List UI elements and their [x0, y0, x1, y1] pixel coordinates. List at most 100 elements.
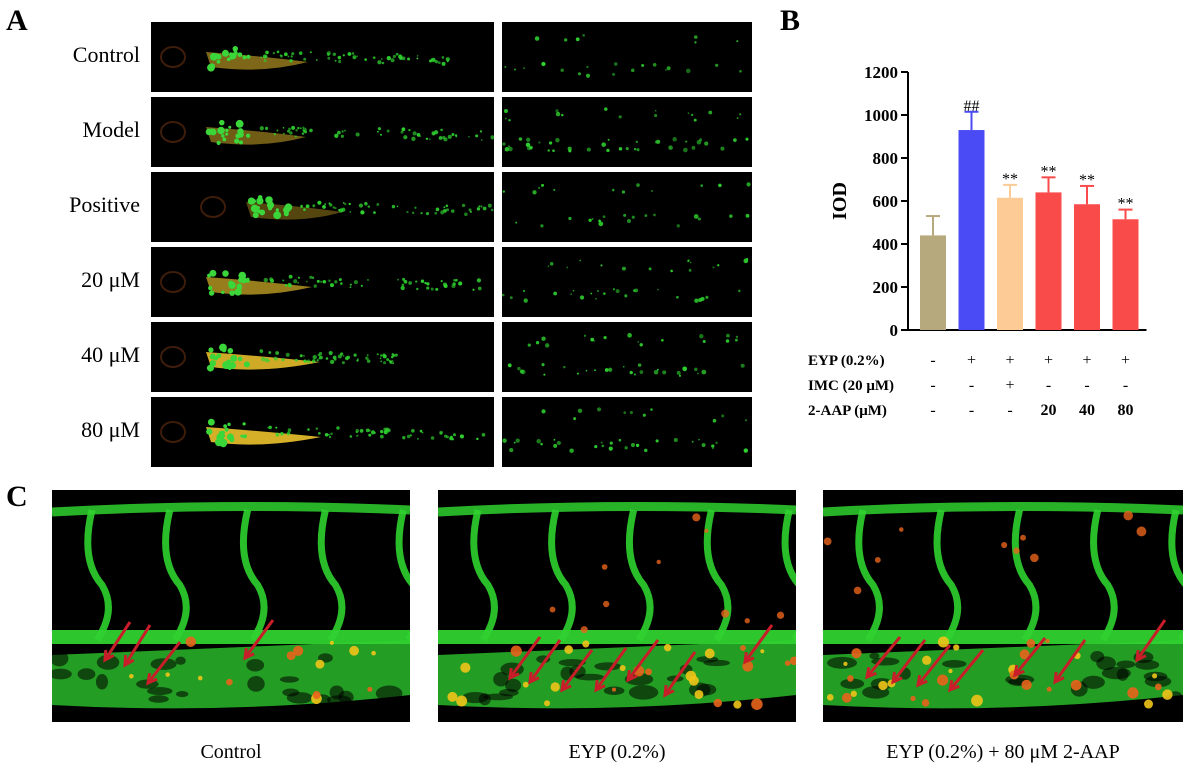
macrophage-cell: [197, 675, 203, 681]
red-arrow: [243, 619, 275, 659]
table-cell: +: [1121, 352, 1130, 369]
neutrophil-dot: [411, 428, 415, 433]
macrophage-cell: [165, 672, 170, 677]
red-arrow-head: [1013, 664, 1025, 678]
neutrophil-dot: [207, 418, 215, 426]
neutrophil-dot: [678, 374, 682, 377]
neutrophil-dot: [390, 58, 395, 63]
neutrophil-dot: [318, 357, 321, 360]
neutrophil-dot: [284, 203, 293, 212]
neutrophil-dot: [223, 424, 228, 429]
macrophage-cell: [850, 690, 857, 697]
larva-tail-image: [502, 97, 752, 167]
neutrophil-dot: [337, 55, 342, 60]
neutrophil-dot: [208, 347, 214, 353]
neutrophil-dot: [651, 190, 653, 192]
intersegmental-vessel: [162, 509, 190, 642]
neutrophil-dot: [603, 335, 607, 340]
y-tick-label: 400: [873, 235, 899, 254]
macrophage-cell: [751, 698, 763, 710]
plexus-gap: [52, 668, 72, 680]
neutrophil-dot: [621, 190, 626, 194]
neutrophil-dot: [451, 209, 455, 213]
neutrophil-dot: [459, 434, 464, 439]
macrophage-cell: [721, 609, 730, 618]
neutrophil-dot: [434, 130, 439, 135]
neutrophil-dot: [718, 183, 722, 188]
red-arrow: [146, 641, 182, 684]
y-tick-label: 1200: [864, 63, 898, 82]
image-caption: Control: [200, 741, 262, 763]
neutrophil-dot: [336, 426, 340, 430]
neutrophil-dot: [419, 429, 423, 433]
plexus-gap: [1116, 668, 1129, 681]
neutrophil-dot: [219, 119, 225, 126]
macrophage-cell: [447, 691, 458, 702]
neutrophil-dot: [693, 118, 697, 122]
neutrophil-dot: [258, 197, 263, 202]
red-arrow: [594, 647, 628, 691]
neutrophil-dot: [327, 56, 331, 60]
neutrophil-dot: [482, 206, 487, 211]
neutrophil-dot: [282, 132, 285, 135]
neutrophil-dot: [365, 428, 370, 433]
neutrophil-dot: [685, 68, 691, 74]
macrophage-cell: [922, 655, 932, 665]
neutrophil-dot: [420, 211, 423, 215]
neutrophil-dot: [476, 437, 479, 441]
neutrophil-dot: [631, 215, 635, 219]
neutrophil-dot: [379, 434, 384, 439]
plexus-gap: [1135, 659, 1160, 670]
neutrophil-dot: [560, 68, 564, 72]
macrophage-cell: [937, 636, 949, 648]
neutrophil-dot: [364, 202, 368, 206]
neutrophil-dot: [380, 429, 384, 434]
bar: [958, 130, 985, 330]
neutrophil-dot: [480, 205, 483, 208]
neutrophil-dot: [329, 203, 333, 207]
neutrophil-dot: [623, 213, 627, 217]
macrophage-cell: [1021, 679, 1032, 691]
larva-tail-image: [502, 22, 752, 92]
neutrophil-dot: [697, 217, 701, 221]
neutrophil-dot: [563, 365, 566, 369]
y-axis-label: IOD: [829, 182, 851, 220]
neutrophil-dot: [396, 205, 399, 208]
neutrophil-dot: [252, 212, 259, 219]
neutrophil-dot: [441, 56, 445, 59]
neutrophil-dot: [744, 419, 748, 422]
neutrophil-dot: [366, 354, 369, 357]
red-arrow-head: [663, 684, 675, 698]
significance-label: **: [1118, 196, 1134, 213]
neutrophil-dot: [287, 55, 290, 58]
neutrophil-dot: [745, 137, 749, 141]
neutrophil-dot: [676, 370, 681, 375]
y-tick-label: 800: [873, 149, 899, 168]
neutrophil-dot: [518, 137, 523, 141]
macrophage-cell: [1127, 687, 1139, 699]
neutrophil-dot: [541, 409, 546, 414]
neutrophil-dot: [540, 224, 544, 228]
neutrophil-dot: [351, 52, 355, 55]
neutrophil-dot: [320, 280, 323, 283]
neutrophil-dot: [446, 60, 449, 63]
red-arrow: [528, 639, 562, 683]
macrophage-cell: [685, 670, 697, 682]
neutrophil-dot: [575, 37, 580, 42]
neutrophil-dot: [392, 362, 395, 365]
larva-tail-image: [502, 247, 752, 317]
neutrophil-dot: [208, 290, 215, 296]
neutrophil-dot: [556, 440, 561, 446]
neutrophil-dot: [275, 351, 280, 355]
neutrophil-dot: [384, 430, 388, 433]
plexus-gap: [942, 660, 967, 668]
neutrophil-dot: [507, 145, 510, 148]
neutrophil-dot: [408, 281, 413, 285]
neutrophil-dot: [380, 58, 383, 60]
neutrophil-dot: [297, 281, 299, 284]
neutrophil-dot: [639, 343, 643, 347]
macrophage-cell: [853, 586, 862, 595]
neutrophil-dot: [609, 441, 613, 445]
neutrophil-dot: [283, 52, 288, 57]
table-cell: -: [1123, 377, 1128, 394]
